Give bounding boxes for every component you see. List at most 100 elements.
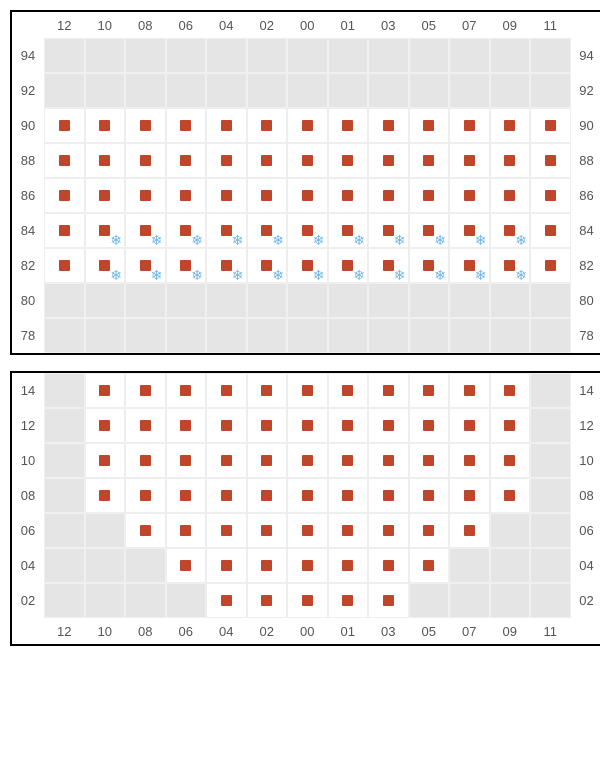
seat-cell[interactable] — [368, 373, 409, 408]
seat-cell[interactable]: ❄ — [490, 213, 531, 248]
seat-cell[interactable]: ❄ — [166, 213, 207, 248]
seat-cell[interactable]: ❄ — [328, 248, 369, 283]
seat-cell[interactable] — [44, 143, 85, 178]
seat-cell[interactable] — [449, 143, 490, 178]
seat-cell[interactable] — [206, 583, 247, 618]
seat-cell[interactable] — [530, 213, 571, 248]
seat-cell[interactable] — [206, 408, 247, 443]
seat-cell[interactable]: ❄ — [166, 248, 207, 283]
seat-cell[interactable] — [206, 178, 247, 213]
seat-cell[interactable] — [166, 548, 207, 583]
seat-cell[interactable] — [206, 108, 247, 143]
seat-cell[interactable] — [409, 143, 450, 178]
seat-cell[interactable] — [44, 248, 85, 283]
seat-cell[interactable]: ❄ — [449, 213, 490, 248]
seat-cell[interactable] — [368, 513, 409, 548]
seat-cell[interactable]: ❄ — [409, 248, 450, 283]
seat-cell[interactable] — [287, 373, 328, 408]
seat-cell[interactable] — [85, 443, 126, 478]
seat-cell[interactable] — [287, 513, 328, 548]
seat-cell[interactable] — [166, 408, 207, 443]
seat-cell[interactable] — [287, 478, 328, 513]
seat-cell[interactable] — [328, 178, 369, 213]
seat-cell[interactable] — [125, 478, 166, 513]
seat-cell[interactable]: ❄ — [247, 248, 288, 283]
seat-cell[interactable] — [328, 513, 369, 548]
seat-cell[interactable] — [530, 108, 571, 143]
seat-cell[interactable] — [44, 213, 85, 248]
seat-cell[interactable] — [328, 143, 369, 178]
seat-cell[interactable] — [409, 513, 450, 548]
seat-cell[interactable] — [85, 478, 126, 513]
seat-cell[interactable]: ❄ — [287, 248, 328, 283]
seat-cell[interactable] — [368, 178, 409, 213]
seat-cell[interactable] — [44, 178, 85, 213]
seat-cell[interactable] — [287, 108, 328, 143]
seat-cell[interactable] — [125, 143, 166, 178]
seat-cell[interactable] — [530, 248, 571, 283]
seat-cell[interactable] — [44, 108, 85, 143]
seat-cell[interactable] — [287, 408, 328, 443]
seat-cell[interactable] — [85, 108, 126, 143]
seat-cell[interactable] — [368, 408, 409, 443]
seat-cell[interactable]: ❄ — [85, 248, 126, 283]
seat-cell[interactable] — [166, 443, 207, 478]
seat-cell[interactable]: ❄ — [125, 213, 166, 248]
seat-cell[interactable] — [85, 373, 126, 408]
seat-cell[interactable] — [409, 548, 450, 583]
seat-cell[interactable] — [206, 478, 247, 513]
seat-cell[interactable]: ❄ — [328, 213, 369, 248]
seat-cell[interactable] — [409, 373, 450, 408]
seat-cell[interactable] — [247, 373, 288, 408]
seat-cell[interactable] — [490, 408, 531, 443]
seat-cell[interactable] — [247, 143, 288, 178]
seat-cell[interactable] — [166, 143, 207, 178]
seat-cell[interactable] — [206, 143, 247, 178]
seat-cell[interactable] — [206, 513, 247, 548]
seat-cell[interactable] — [247, 583, 288, 618]
seat-cell[interactable] — [166, 373, 207, 408]
seat-cell[interactable]: ❄ — [368, 213, 409, 248]
seat-cell[interactable] — [449, 408, 490, 443]
seat-cell[interactable] — [449, 513, 490, 548]
seat-cell[interactable] — [409, 108, 450, 143]
seat-cell[interactable] — [530, 178, 571, 213]
seat-cell[interactable] — [368, 108, 409, 143]
seat-cell[interactable] — [247, 443, 288, 478]
seat-cell[interactable] — [287, 548, 328, 583]
seat-cell[interactable] — [247, 513, 288, 548]
seat-cell[interactable] — [328, 548, 369, 583]
seat-cell[interactable]: ❄ — [287, 213, 328, 248]
seat-cell[interactable] — [206, 373, 247, 408]
seat-cell[interactable] — [328, 408, 369, 443]
seat-cell[interactable] — [490, 178, 531, 213]
seat-cell[interactable] — [85, 178, 126, 213]
seat-cell[interactable] — [368, 478, 409, 513]
seat-cell[interactable] — [166, 108, 207, 143]
seat-cell[interactable] — [287, 443, 328, 478]
seat-cell[interactable] — [125, 443, 166, 478]
seat-cell[interactable] — [166, 513, 207, 548]
seat-cell[interactable] — [247, 178, 288, 213]
seat-cell[interactable]: ❄ — [206, 213, 247, 248]
seat-cell[interactable] — [328, 373, 369, 408]
seat-cell[interactable] — [490, 373, 531, 408]
seat-cell[interactable] — [368, 548, 409, 583]
seat-cell[interactable]: ❄ — [206, 248, 247, 283]
seat-cell[interactable] — [449, 478, 490, 513]
seat-cell[interactable] — [125, 373, 166, 408]
seat-cell[interactable] — [409, 443, 450, 478]
seat-cell[interactable] — [328, 108, 369, 143]
seat-cell[interactable]: ❄ — [85, 213, 126, 248]
seat-cell[interactable] — [125, 513, 166, 548]
seat-cell[interactable] — [409, 178, 450, 213]
seat-cell[interactable] — [287, 583, 328, 618]
seat-cell[interactable] — [328, 478, 369, 513]
seat-cell[interactable] — [328, 583, 369, 618]
seat-cell[interactable] — [206, 548, 247, 583]
seat-cell[interactable] — [247, 548, 288, 583]
seat-cell[interactable] — [125, 108, 166, 143]
seat-cell[interactable] — [409, 408, 450, 443]
seat-cell[interactable] — [85, 408, 126, 443]
seat-cell[interactable] — [166, 178, 207, 213]
